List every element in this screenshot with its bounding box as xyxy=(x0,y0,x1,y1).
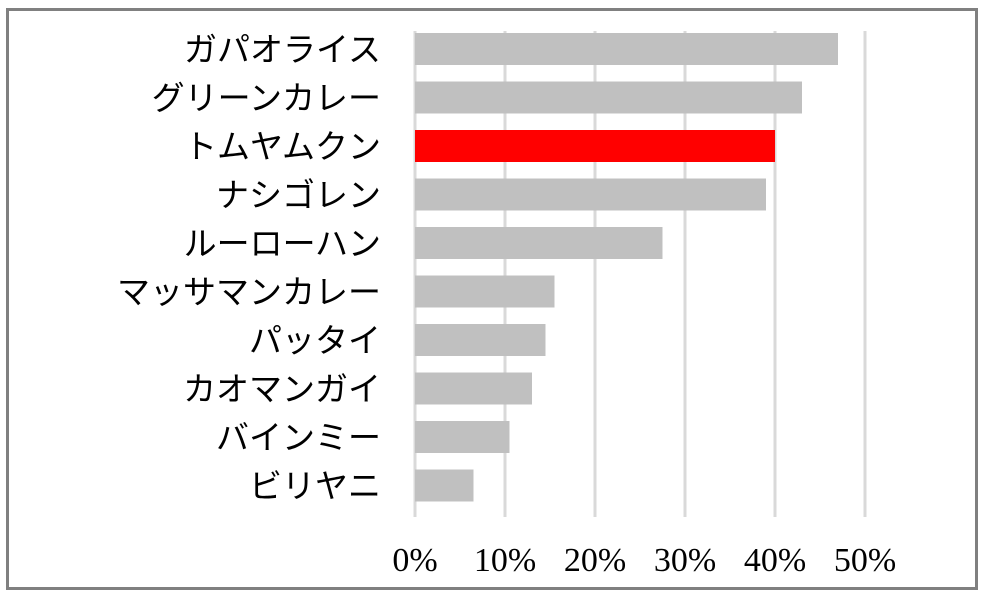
category-label: ナシゴレン xyxy=(216,176,381,215)
category-label: トムヤムクン xyxy=(184,127,381,166)
bar-highlighted xyxy=(415,130,775,162)
bar xyxy=(415,421,510,453)
x-tick-label: 0% xyxy=(392,542,437,579)
category-label: ビリヤニ xyxy=(249,467,381,506)
x-tick-label: 50% xyxy=(834,542,896,579)
chart-frame: ガパオライスグリーンカレートムヤムクンナシゴレンルーローハンマッサマンカレーパッ… xyxy=(6,8,978,590)
bar xyxy=(415,33,838,65)
bar xyxy=(415,81,802,114)
category-label: ルーローハン xyxy=(184,224,381,263)
x-tick-label: 30% xyxy=(654,542,716,579)
category-label: ガパオライス xyxy=(184,30,381,69)
x-tick-label: 40% xyxy=(744,542,806,579)
bar xyxy=(415,227,663,259)
category-label: バインミー xyxy=(216,418,381,457)
bar xyxy=(415,469,474,502)
category-label: パッタイ xyxy=(249,321,381,360)
x-tick-label: 20% xyxy=(564,542,626,579)
bar xyxy=(415,324,546,356)
x-tick-label: 10% xyxy=(474,542,536,579)
bar xyxy=(415,372,532,405)
category-label: カオマンガイ xyxy=(183,370,381,409)
bars xyxy=(415,33,838,502)
bar-chart: ガパオライスグリーンカレートムヤムクンナシゴレンルーローハンマッサマンカレーパッ… xyxy=(117,30,896,579)
bar xyxy=(415,178,766,211)
category-label: グリーンカレー xyxy=(152,79,381,118)
category-labels: ガパオライスグリーンカレートムヤムクンナシゴレンルーローハンマッサマンカレーパッ… xyxy=(117,30,381,506)
bar xyxy=(415,275,555,308)
x-tick-labels: 0% 10% 20% 30% 40% 50% xyxy=(392,542,896,579)
category-label: マッサマンカレー xyxy=(117,273,381,312)
